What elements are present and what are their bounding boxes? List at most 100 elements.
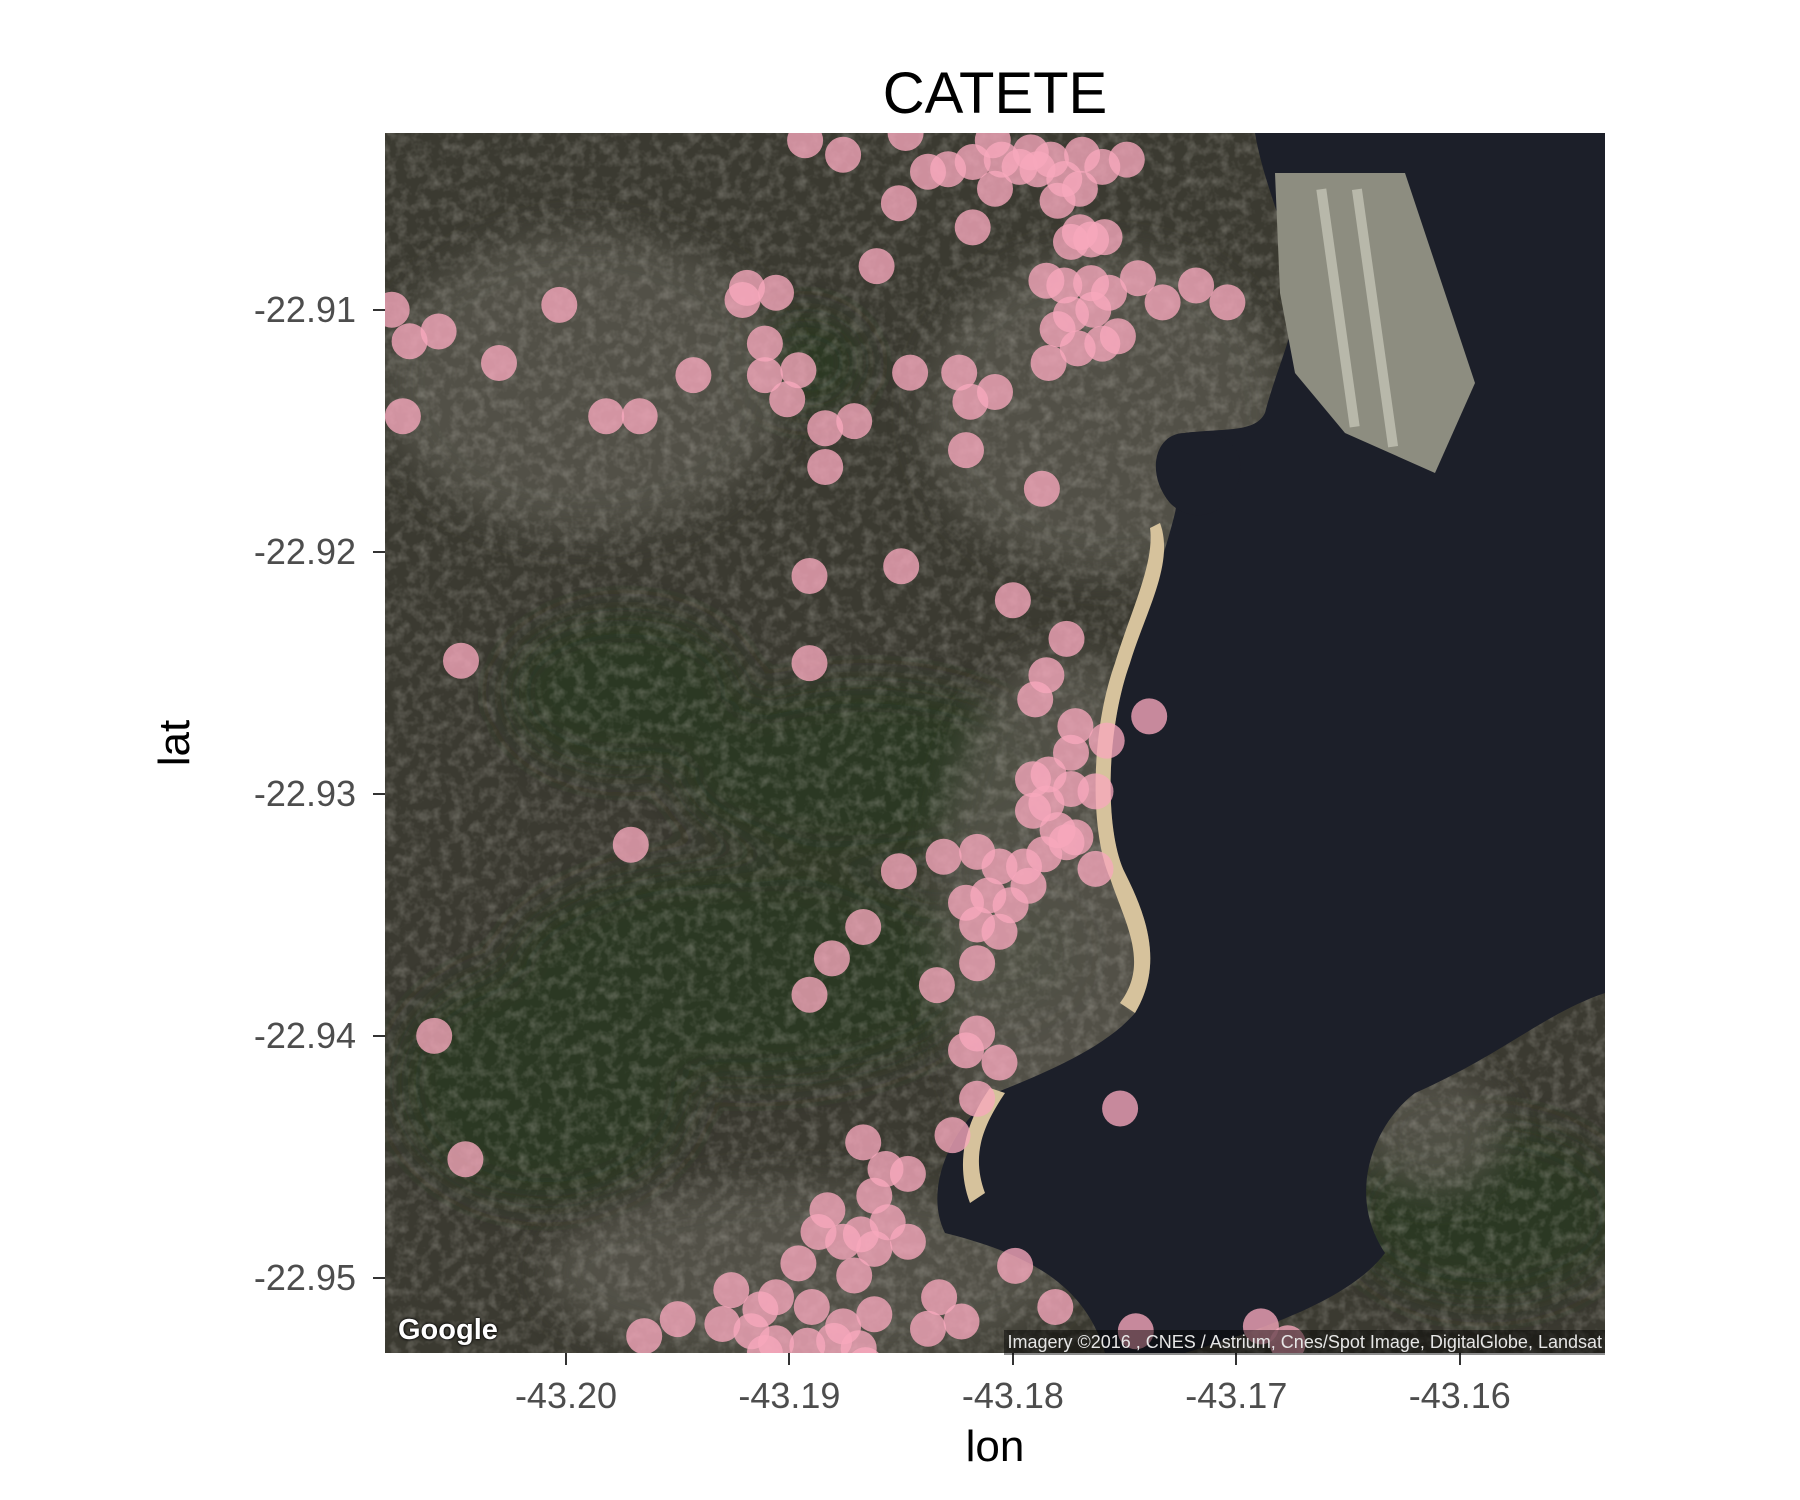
x-tick-label: -43.19 (738, 1375, 841, 1416)
data-point (1039, 182, 1076, 219)
data-point (758, 274, 794, 311)
y-tick-label: -22.91 (253, 288, 356, 330)
map-panel[interactable] (385, 133, 1605, 1353)
data-point (845, 909, 882, 945)
data-point (977, 170, 1013, 207)
x-tick-mark (788, 1353, 791, 1365)
data-point (997, 1247, 1034, 1284)
data-point (420, 313, 457, 350)
data-point (626, 1318, 663, 1353)
data-point (541, 286, 578, 323)
data-point (981, 1044, 1018, 1081)
google-logo[interactable]: Google (398, 1314, 498, 1346)
data-point (959, 945, 996, 982)
data-point (791, 645, 828, 682)
data-point (1048, 620, 1085, 657)
x-tick-mark (1458, 1353, 1461, 1365)
y-tick-label: -22.93 (253, 772, 356, 814)
data-point (787, 133, 824, 159)
y-tick-label: -22.95 (253, 1256, 356, 1298)
data-point (941, 354, 978, 391)
data-point (1046, 267, 1083, 304)
data-point (713, 1272, 750, 1309)
data-point (1030, 345, 1067, 381)
data-point (918, 967, 955, 1004)
data-point (391, 323, 428, 360)
data-point (954, 209, 991, 246)
data-point (880, 853, 917, 890)
y-tick-mark (373, 1276, 385, 1279)
y-tick-label: -22.92 (253, 530, 356, 572)
data-point (1086, 219, 1123, 256)
y-tick-mark (373, 308, 385, 311)
data-point (925, 838, 962, 875)
data-point (1064, 136, 1101, 173)
points-layer (385, 133, 1306, 1353)
data-point (948, 1032, 984, 1069)
data-point (746, 357, 783, 394)
map-attribution[interactable]: Imagery ©2016 , CNES / Astrium, Cnes/Spo… (1004, 1330, 1605, 1355)
data-point (1077, 773, 1114, 810)
data-point (1037, 1289, 1074, 1325)
data-point (621, 398, 658, 435)
data-point (1108, 141, 1145, 178)
data-point (856, 1296, 893, 1333)
data-point (959, 1080, 996, 1117)
data-point (943, 1303, 980, 1340)
data-point (675, 357, 712, 394)
data-point (481, 345, 517, 381)
data-point (789, 1327, 826, 1353)
data-point (1120, 260, 1156, 297)
y-tick-mark (373, 550, 385, 553)
data-point (880, 185, 917, 222)
data-point (889, 1155, 926, 1192)
y-tick-mark (373, 792, 385, 795)
data-point (1017, 681, 1054, 718)
data-point (612, 826, 649, 863)
data-point (807, 410, 844, 447)
data-point (1099, 318, 1136, 355)
data-point (836, 1257, 873, 1294)
data-point (588, 398, 625, 435)
data-point (447, 1141, 484, 1178)
x-axis-title: lon (965, 1422, 1025, 1471)
plot-title: CATETE (882, 61, 1108, 126)
x-tick-mark (1235, 1353, 1238, 1365)
y-axis-title: lat (150, 719, 199, 767)
data-point (800, 1214, 837, 1250)
data-point (416, 1017, 453, 1054)
data-point (746, 325, 783, 362)
x-tick-label: -43.16 (1408, 1375, 1511, 1416)
satellite-imagery (385, 133, 1605, 1353)
data-point (1178, 267, 1215, 304)
data-point (1269, 1325, 1306, 1353)
data-point (1023, 470, 1060, 507)
data-point (780, 1245, 817, 1282)
data-point (724, 282, 761, 318)
data-point (959, 833, 996, 870)
data-point (1053, 734, 1089, 771)
data-point (769, 381, 806, 418)
data-point (892, 354, 929, 391)
data-point (948, 432, 984, 469)
data-point (883, 548, 920, 585)
y-tick-label: -22.94 (253, 1014, 356, 1056)
data-point (825, 136, 862, 173)
data-point (910, 1310, 946, 1347)
data-point (1242, 1308, 1279, 1345)
data-point (856, 1230, 893, 1267)
data-point (791, 558, 828, 594)
data-point (856, 1177, 893, 1214)
data-point (845, 1124, 882, 1161)
data-point (889, 1223, 926, 1260)
data-point (780, 352, 817, 389)
data-point (793, 1289, 830, 1325)
data-point (887, 133, 924, 151)
data-point (1209, 284, 1246, 321)
data-point (813, 940, 850, 977)
data-point (385, 291, 410, 328)
data-point (934, 1117, 971, 1154)
x-tick-label: -43.17 (1185, 1375, 1288, 1416)
data-point (704, 1306, 741, 1342)
data-point (746, 1335, 783, 1353)
